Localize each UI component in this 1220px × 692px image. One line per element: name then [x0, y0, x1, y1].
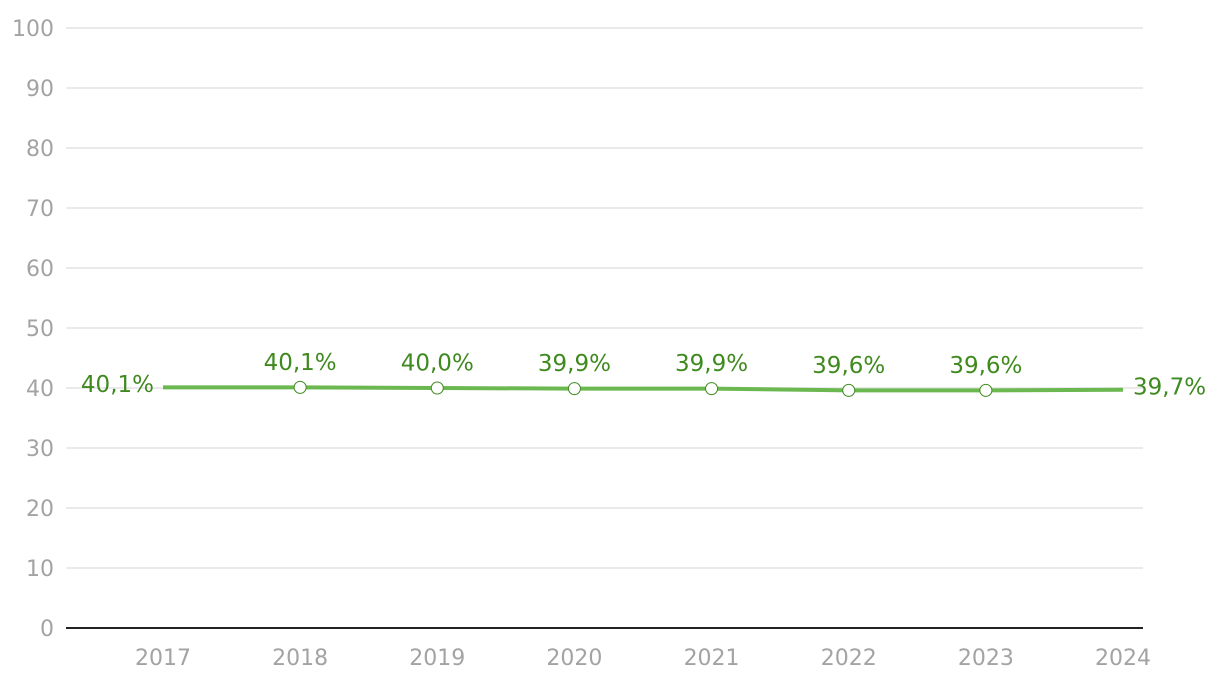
y-tick-label: 70 [26, 197, 54, 222]
value-label: 39,7% [1133, 374, 1206, 400]
y-tick-label: 30 [26, 437, 54, 462]
y-tick-label: 60 [26, 257, 54, 282]
y-tick-label: 100 [12, 17, 54, 42]
y-tick-label: 80 [26, 137, 54, 162]
y-tick-label: 20 [26, 497, 54, 522]
value-label: 39,9% [675, 351, 748, 377]
x-tick-label: 2021 [684, 646, 740, 671]
line [163, 385, 1124, 393]
marker [705, 382, 719, 396]
y-tick-label: 50 [26, 317, 54, 342]
x-tick-label: 2020 [546, 646, 602, 671]
value-label: 39,6% [949, 353, 1022, 379]
x-tick-label: 2024 [1095, 646, 1151, 671]
value-label: 40,1% [81, 372, 154, 398]
y-tick-label: 90 [26, 77, 54, 102]
x-tick-label: 2017 [135, 646, 191, 671]
value-label: 39,6% [812, 353, 885, 379]
y-tick-label: 10 [26, 557, 54, 582]
value-label: 39,9% [538, 351, 611, 377]
marker [979, 383, 993, 397]
marker [293, 380, 307, 394]
x-tick-label: 2023 [958, 646, 1014, 671]
y-tick-label: 40 [26, 377, 54, 402]
x-tick-label: 2019 [409, 646, 465, 671]
value-label: 40,1% [264, 350, 337, 376]
value-label: 40,0% [401, 351, 474, 377]
x-tick-label: 2022 [821, 646, 877, 671]
y-tick-label: 0 [40, 617, 54, 642]
marker [567, 382, 581, 396]
marker [842, 383, 856, 397]
x-tick-label: 2018 [272, 646, 328, 671]
marker [430, 381, 444, 395]
